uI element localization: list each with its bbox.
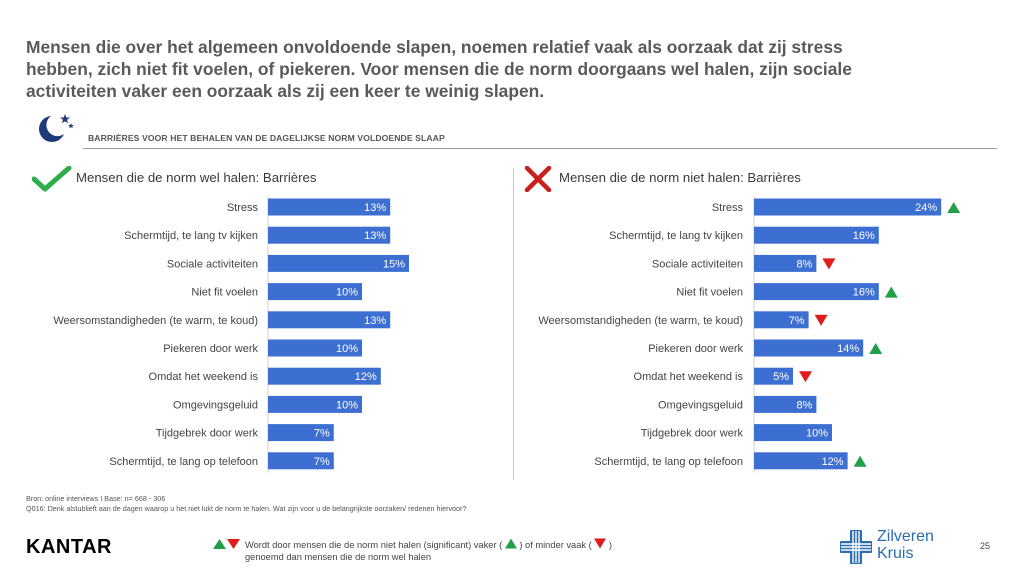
left-bar bbox=[268, 367, 381, 385]
left-category-label: Piekeren door werk bbox=[163, 343, 258, 355]
title-line-3: activiteiten vaker een oorzaak als zij e… bbox=[26, 81, 545, 101]
right-bar bbox=[754, 395, 817, 413]
zk-line-1: Zilveren bbox=[877, 528, 934, 545]
left-bar bbox=[268, 339, 362, 357]
right-category-label: Niet fit voelen bbox=[676, 287, 743, 299]
left-bar bbox=[268, 424, 334, 442]
legend-line-1: Wordt door mensen die de norm niet halen… bbox=[245, 538, 612, 550]
legend-triangles-icon bbox=[213, 539, 240, 549]
legend-text-a: Wordt door mensen die de norm niet halen… bbox=[245, 540, 503, 550]
title-line-1: Mensen die over het algemeen onvoldoende… bbox=[26, 37, 843, 57]
left-value-label: 10% bbox=[336, 399, 358, 411]
triangle-down-icon bbox=[814, 314, 828, 326]
source-note: Bron: online interviews I Base: n= 668 -… bbox=[26, 494, 166, 503]
right-bar bbox=[754, 452, 848, 470]
footer-notes: Bron: online interviews I Base: n= 668 -… bbox=[26, 494, 466, 514]
right-bar bbox=[754, 283, 879, 301]
triangle-down-icon bbox=[822, 258, 836, 270]
right-bar bbox=[754, 254, 817, 272]
left-value-label: 13% bbox=[364, 315, 386, 327]
question-note: Q016: Denk alstublieft aan de dagen waar… bbox=[26, 504, 467, 513]
right-category-label: Stress bbox=[712, 202, 744, 214]
right-panel-title: Mensen die de norm niet halen: Barrières bbox=[559, 170, 801, 185]
section-divider bbox=[83, 148, 997, 149]
section-label: BARRIÈRES VOOR HET BEHALEN VAN DE DAGELI… bbox=[88, 133, 445, 143]
triangle-up-icon bbox=[884, 286, 898, 298]
legend-line-2: genoemd dan mensen die de norm wel halen bbox=[245, 552, 432, 562]
left-category-label: Schermtijd, te lang tv kijken bbox=[124, 230, 258, 242]
right-bar bbox=[754, 311, 809, 329]
left-value-label: 7% bbox=[314, 456, 330, 468]
right-value-label: 8% bbox=[796, 258, 812, 270]
right-category-label: Sociale activiteiten bbox=[652, 258, 743, 270]
right-value-label: 8% bbox=[796, 399, 812, 411]
left-bar bbox=[268, 452, 334, 470]
left-category-label: Omgevingsgeluid bbox=[173, 399, 258, 411]
title-line-2: hebben, zich niet fit voelen, of piekere… bbox=[26, 59, 852, 79]
page-number: 25 bbox=[980, 541, 991, 551]
triangle-down-icon bbox=[594, 538, 607, 549]
left-category-label: Omdat het weekend is bbox=[149, 371, 259, 383]
left-value-label: 13% bbox=[364, 230, 386, 242]
right-category-label: Omgevingsgeluid bbox=[658, 399, 743, 411]
left-value-label: 10% bbox=[336, 287, 358, 299]
right-category-label: Schermtijd, te lang tv kijken bbox=[609, 230, 743, 242]
right-category-label: Weersomstandigheden (te warm, te koud) bbox=[538, 315, 743, 327]
left-value-label: 10% bbox=[336, 343, 358, 355]
left-category-label: Weersomstandigheden (te warm, te koud) bbox=[53, 315, 258, 327]
legend-text-c: ) bbox=[608, 540, 612, 550]
right-value-label: 12% bbox=[822, 456, 844, 468]
right-value-label: 5% bbox=[773, 371, 789, 383]
moon-stars-icon bbox=[39, 114, 74, 142]
left-bar bbox=[268, 198, 391, 216]
right-bar bbox=[754, 226, 879, 244]
left-bar bbox=[268, 226, 391, 244]
kantar-logo: KANTAR bbox=[26, 536, 112, 558]
right-value-label: 24% bbox=[915, 202, 937, 214]
left-bar bbox=[268, 283, 362, 301]
legend-text-b: ) of minder vaak ( bbox=[519, 540, 592, 550]
right-bar bbox=[754, 339, 864, 357]
triangle-up-icon bbox=[504, 538, 517, 549]
left-category-label: Sociale activiteiten bbox=[167, 258, 258, 270]
slide-title: Mensen die over het algemeen onvoldoende… bbox=[26, 36, 986, 102]
left-category-label: Niet fit voelen bbox=[191, 287, 258, 299]
checkmark-icon bbox=[32, 166, 72, 192]
right-value-label: 10% bbox=[806, 428, 828, 440]
left-value-label: 7% bbox=[314, 428, 330, 440]
triangle-up-icon bbox=[869, 343, 883, 354]
right-bar bbox=[754, 424, 832, 442]
right-category-label: Omdat het weekend is bbox=[634, 371, 744, 383]
left-bar bbox=[268, 311, 391, 329]
zilveren-kruis-logo: Zilveren Kruis bbox=[877, 528, 934, 562]
panel-divider bbox=[513, 168, 514, 480]
left-panel-title: Mensen die de norm wel halen: Barrières bbox=[76, 170, 317, 185]
zilveren-kruis-cross-icon bbox=[840, 530, 872, 564]
left-value-label: 15% bbox=[383, 258, 405, 270]
left-bar bbox=[268, 395, 362, 413]
left-value-label: 12% bbox=[355, 371, 377, 383]
left-category-label: Schermtijd, te lang op telefoon bbox=[109, 456, 258, 468]
right-bar bbox=[754, 367, 793, 385]
zk-line-2: Kruis bbox=[877, 545, 914, 562]
right-value-label: 16% bbox=[853, 287, 875, 299]
left-category-label: Stress bbox=[227, 202, 259, 214]
triangle-up-icon bbox=[853, 455, 867, 467]
triangle-down-icon bbox=[799, 371, 812, 383]
right-category-label: Schermtijd, te lang op telefoon bbox=[594, 456, 743, 468]
right-category-label: Tijdgebrek door werk bbox=[641, 428, 744, 440]
right-category-label: Piekeren door werk bbox=[648, 343, 743, 355]
left-bar bbox=[268, 254, 409, 272]
right-value-label: 14% bbox=[837, 343, 859, 355]
cross-icon bbox=[524, 166, 552, 192]
right-value-label: 7% bbox=[789, 315, 805, 327]
right-bar bbox=[754, 198, 942, 216]
right-value-label: 16% bbox=[853, 230, 875, 242]
left-value-label: 13% bbox=[364, 202, 386, 214]
triangle-up-icon bbox=[947, 202, 961, 213]
left-category-label: Tijdgebrek door werk bbox=[156, 428, 259, 440]
